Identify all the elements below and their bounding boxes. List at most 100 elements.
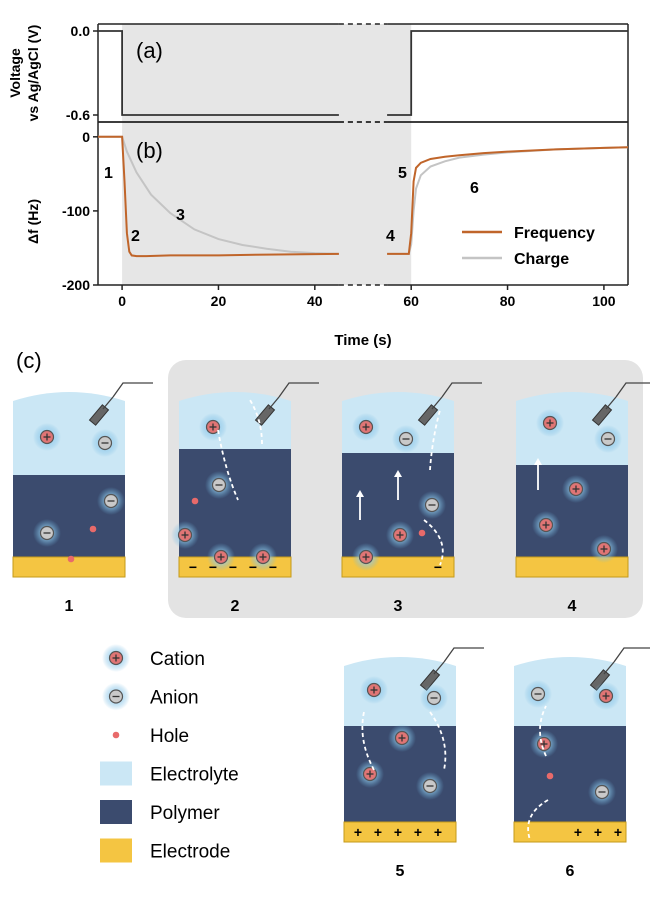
- cation-icon: [590, 535, 618, 563]
- electrode-charge: −: [189, 559, 197, 575]
- electrode-charge: +: [394, 824, 402, 840]
- arrow-cell2-anion: [249, 399, 263, 445]
- cell-4: 4: [515, 382, 650, 615]
- electrode-charge: +: [434, 824, 442, 840]
- anion-icon: [416, 772, 444, 800]
- hole-icon: [191, 497, 199, 505]
- cell-label-2: 2: [231, 598, 240, 615]
- electrolyte-region: [514, 657, 626, 726]
- anion-icon: [418, 491, 446, 519]
- electrode-charge: +: [614, 824, 622, 840]
- anion-icon: [588, 778, 616, 806]
- cation-icon: [171, 521, 199, 549]
- panel-b-ytick-label: -100: [62, 203, 90, 219]
- electrode-region: [513, 821, 627, 843]
- cation-icon: [360, 676, 388, 704]
- hole-icon: [67, 555, 75, 563]
- cell-label-4: 4: [568, 598, 577, 615]
- cation-icon: [532, 511, 560, 539]
- annotation-2: 2: [131, 228, 140, 245]
- panel-a-ytick-label: -0.6: [66, 107, 90, 123]
- cation-icon: [102, 644, 130, 672]
- probe-icon: [417, 382, 482, 426]
- cation-icon: [352, 413, 380, 441]
- legend-item-polymer: Polymer: [100, 800, 220, 824]
- voltage-line-1: [98, 30, 339, 116]
- legend-label-anion: Anion: [150, 688, 199, 709]
- legend-label-electrolyte: Electrolyte: [150, 765, 239, 786]
- arrow-cell4-up-head: [534, 458, 542, 465]
- anion-icon: [392, 425, 420, 453]
- probe-icon: [591, 382, 650, 426]
- legend-label-frequency: Frequency: [514, 225, 595, 242]
- panel-b-ytick-label: 0: [82, 129, 90, 145]
- panel-label-c: (c): [16, 348, 42, 373]
- arrow-cell3-up-2-head: [394, 470, 402, 477]
- xtick-label: 100: [592, 293, 616, 309]
- electrolyte-swatch: [100, 761, 132, 786]
- electrode-swatch: [100, 838, 132, 863]
- cell-6: + + +6: [513, 647, 650, 880]
- cell-2: − − − − −2: [171, 382, 319, 615]
- anion-icon: [594, 425, 622, 453]
- annotation-4: 4: [386, 228, 395, 245]
- cell-label-5: 5: [396, 863, 405, 880]
- cation-icon: [592, 682, 620, 710]
- cell-label-6: 6: [566, 863, 575, 880]
- probe-icon: [419, 647, 484, 691]
- legend-label-electrode: Electrode: [150, 842, 230, 863]
- electrode-charge: +: [594, 824, 602, 840]
- cation-icon: [386, 521, 414, 549]
- legend-label-charge: Charge: [514, 251, 569, 268]
- legend-c: Cation Anion Hole Electrolyte Polymer Electro…: [100, 644, 239, 863]
- electrode-charge: +: [354, 824, 362, 840]
- chart-area: 0.0 -0.6 Voltage vs Ag/AgCl (V) 0 -100 -200 0 20…: [7, 23, 629, 349]
- hole-icon: [89, 525, 97, 533]
- panel-label-a: (a): [136, 38, 163, 63]
- electrode-region: [343, 821, 457, 843]
- legend-label-cation: Cation: [150, 649, 205, 670]
- legend-item-electrolyte: Electrolyte: [100, 761, 239, 786]
- arrow-cell2-cation: [217, 429, 239, 501]
- cation-icon: [356, 760, 384, 788]
- hole-icon: [546, 772, 554, 780]
- anion-icon: [91, 429, 119, 457]
- anion-icon: [33, 519, 61, 547]
- cation-icon: [388, 724, 416, 752]
- electrode-charge: +: [374, 824, 382, 840]
- annotation-5: 5: [398, 165, 407, 182]
- legend-item-anion: Anion: [102, 682, 199, 711]
- probe-icon: [88, 382, 153, 426]
- arrow-cell5-cation: [361, 711, 375, 771]
- cells-area: 1− − − − −2−3 4+ + + + +5+ + +6: [12, 382, 650, 880]
- electrode-charge: +: [414, 824, 422, 840]
- cation-icon: [536, 409, 564, 437]
- voltage-line-2: [387, 30, 628, 116]
- arrow-cell3-up-1-head: [356, 490, 364, 497]
- annotation-1: 1: [104, 165, 113, 182]
- cation-icon: [562, 475, 590, 503]
- x-axis-label: Time (s): [334, 332, 391, 349]
- annotation-3: 3: [176, 207, 185, 224]
- xtick-label: 80: [500, 293, 516, 309]
- legend-item-hole: Hole: [112, 726, 189, 747]
- electrode-charge: −: [229, 559, 237, 575]
- cation-icon: [352, 543, 380, 571]
- panel-a-ytick-label: 0.0: [71, 23, 91, 39]
- electrode-charge: +: [574, 824, 582, 840]
- cell-5: + + + + +5: [343, 647, 484, 880]
- electrolyte-region: [179, 392, 291, 449]
- annotation-6: 6: [470, 180, 479, 197]
- cell-label-1: 1: [65, 598, 74, 615]
- electrode-charge: −: [434, 559, 442, 575]
- cation-icon: [207, 543, 235, 571]
- legend-item-cation: Cation: [102, 644, 205, 672]
- arrow-cell3-anion: [429, 409, 441, 471]
- electrode-charge: −: [249, 559, 257, 575]
- xtick-label: 20: [211, 293, 227, 309]
- legend-item-electrode: Electrode: [100, 838, 230, 863]
- anion-icon: [524, 680, 552, 708]
- probe-icon: [589, 647, 650, 691]
- panel-label-b: (b): [136, 138, 163, 163]
